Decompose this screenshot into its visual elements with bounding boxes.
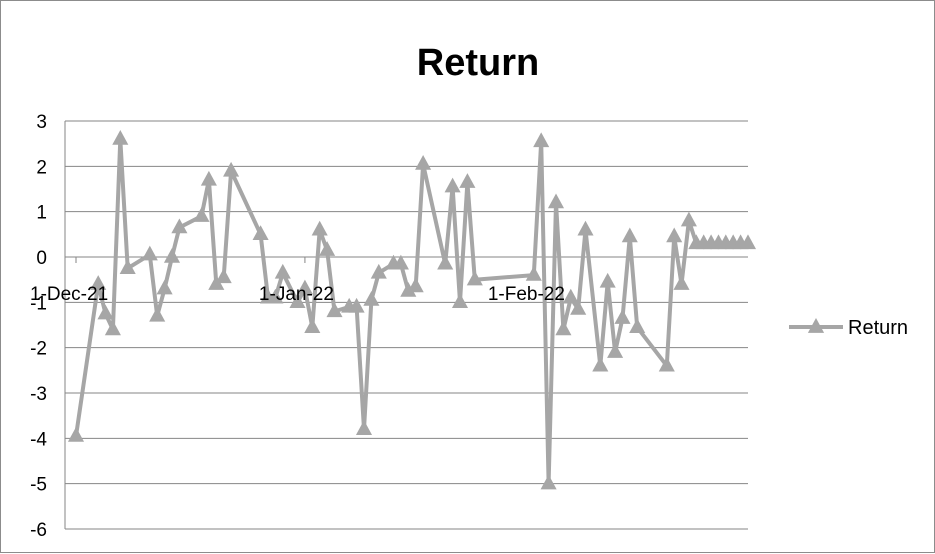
gridlines: [65, 120, 748, 530]
data-point-marker: [90, 275, 107, 290]
data-point-marker: [599, 272, 616, 288]
data-point-marker: [540, 474, 557, 490]
y-tick-labels: 3 2 1 0 -1 -2 -3 -4 -5 -6: [30, 112, 47, 541]
chart-title: Return: [417, 42, 539, 84]
axes: [64, 121, 748, 529]
data-point-marker: [319, 241, 336, 256]
data-point-marker: [444, 177, 461, 193]
data-point-marker: [200, 170, 217, 186]
series-return: [67, 130, 757, 490]
data-point-marker: [666, 227, 683, 243]
data-point-marker: [562, 288, 579, 304]
data-point-marker: [607, 343, 624, 358]
data-point-marker: [370, 263, 387, 279]
y-tick-label: 1: [36, 203, 47, 224]
data-point-marker: [326, 302, 343, 318]
data-point-marker: [97, 304, 114, 320]
legend-label: Return: [848, 317, 908, 339]
data-point-marker: [223, 161, 240, 177]
legend-marker-triangle: [807, 318, 825, 333]
x-tick-labels: 1-Dec-21 1-Jan-22 1-Feb-22: [30, 284, 565, 305]
y-tick-label: -3: [30, 384, 47, 405]
data-point-marker: [267, 288, 284, 304]
data-point-marker: [67, 427, 85, 442]
data-point-marker: [149, 306, 166, 322]
data-point-marker: [407, 277, 424, 293]
data-point-marker: [355, 420, 373, 435]
x-tick-label: 1-Jan-22: [259, 284, 334, 305]
x-tick-label: 1-Dec-21: [30, 284, 108, 305]
data-point-marker: [311, 220, 328, 236]
data-point-marker: [592, 356, 609, 372]
data-point-marker: [466, 270, 483, 286]
data-point-marker: [163, 247, 181, 263]
data-point-marker: [459, 173, 476, 188]
data-point-marker: [274, 263, 291, 279]
data-point-marker: [629, 318, 646, 333]
x-tick-label: 1-Feb-22: [488, 284, 565, 305]
data-point-marker: [658, 356, 675, 372]
data-point-marker: [141, 245, 158, 261]
y-tick-label: -2: [30, 339, 47, 360]
data-point-marker: [577, 220, 594, 236]
data-point-marker: [680, 211, 697, 227]
data-point-marker: [215, 268, 232, 284]
legend: Return: [789, 317, 908, 339]
data-point-marker: [673, 275, 690, 290]
y-tick-label: -4: [30, 429, 47, 450]
data-point-marker: [533, 132, 550, 148]
y-tick-label: -5: [30, 475, 47, 496]
data-point-marker: [525, 266, 542, 281]
data-point-marker: [171, 218, 188, 234]
data-point-marker: [555, 320, 572, 336]
series-line-return: [74, 137, 748, 486]
data-point-marker: [547, 193, 565, 209]
data-point-marker: [193, 207, 210, 222]
data-point-marker: [392, 254, 409, 270]
y-tick-label: 0: [36, 248, 47, 269]
data-point-marker: [104, 320, 121, 336]
data-point-marker: [304, 318, 321, 333]
data-point-marker: [451, 293, 469, 308]
data-point-marker: [437, 254, 454, 270]
data-point-marker: [289, 293, 306, 308]
y-tick-label: 3: [36, 112, 47, 133]
data-point-marker: [570, 300, 587, 315]
data-point-marker: [252, 225, 269, 240]
data-point-marker: [296, 279, 313, 295]
data-point-marker: [739, 234, 757, 250]
data-point-marker: [112, 130, 129, 145]
data-point-marker: [363, 291, 380, 306]
y-tick-label: 2: [36, 157, 47, 178]
data-point-marker: [119, 259, 136, 274]
y-tick-label: -6: [30, 520, 47, 541]
y-tick-label: -1: [30, 293, 47, 314]
data-point-marker: [348, 297, 365, 313]
data-point-marker: [621, 227, 638, 243]
data-point-marker: [614, 309, 631, 324]
data-point-marker: [156, 279, 173, 295]
data-point-marker: [415, 155, 432, 170]
